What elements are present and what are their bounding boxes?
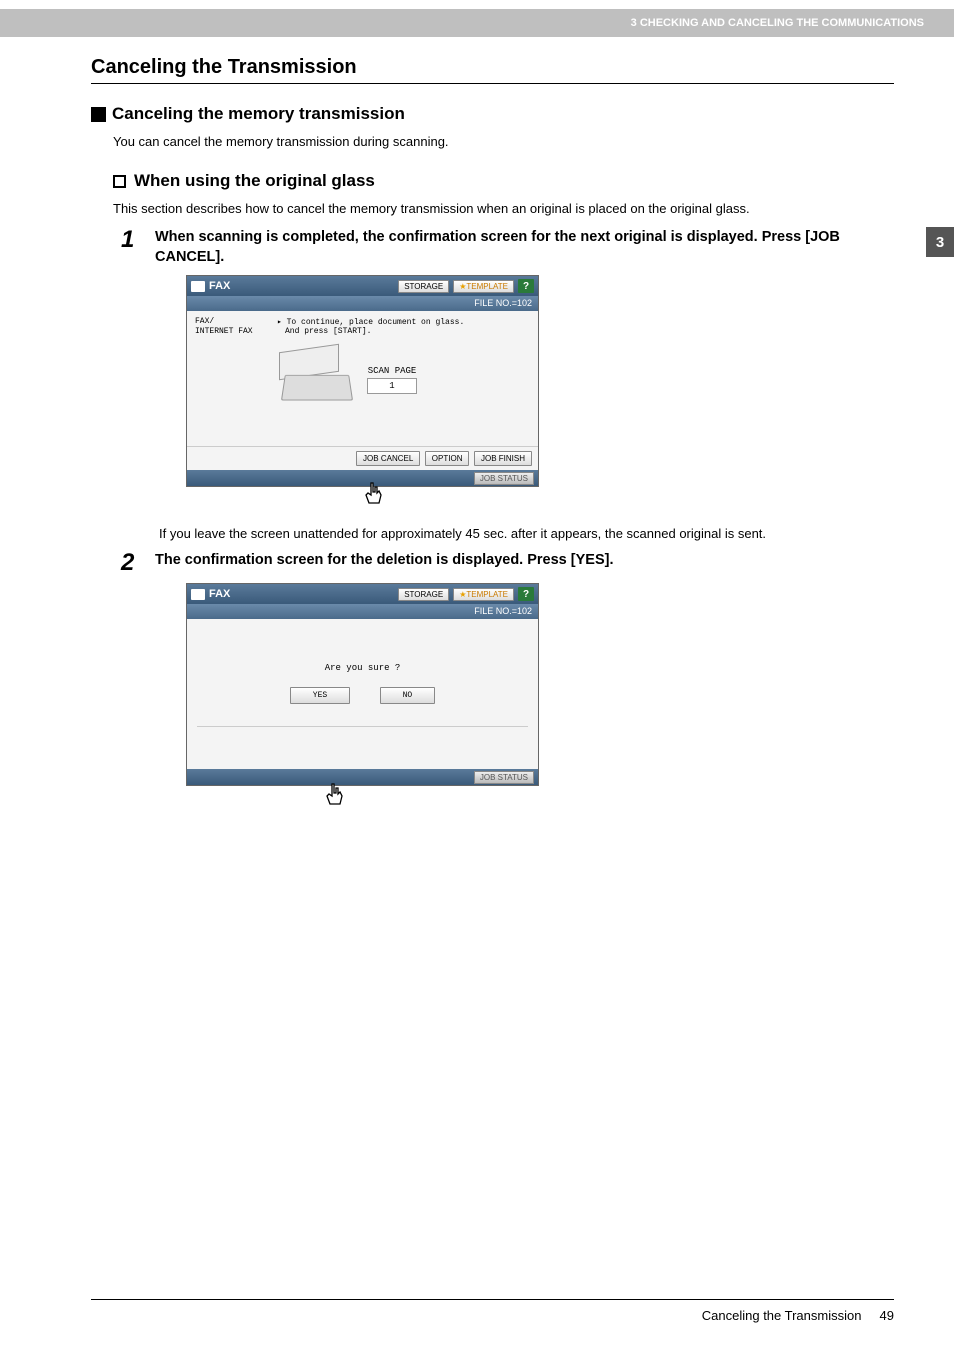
step-1: 1 When scanning is completed, the confir… [121, 228, 894, 267]
fax-button-row: JOB CANCEL OPTION JOB FINISH [187, 446, 538, 470]
pointer-cursor-icon [322, 782, 348, 812]
subsection-heading: Canceling the memory transmission [91, 104, 894, 124]
template-button[interactable]: ★TEMPLATE [453, 588, 514, 601]
yes-button[interactable]: YES [290, 687, 350, 704]
confirmation-buttons: YES NO [187, 687, 538, 704]
help-icon[interactable]: ? [518, 279, 534, 293]
step-1-note: If you leave the screen unattended for a… [159, 526, 894, 541]
confirmation-prompt: Are you sure ? [187, 663, 538, 673]
scan-page-value: 1 [367, 378, 417, 394]
fax-footer: JOB STATUS [187, 769, 538, 785]
side-chapter-tab: 3 [926, 227, 954, 257]
job-finish-button[interactable]: JOB FINISH [474, 451, 532, 466]
option-button[interactable]: OPTION [425, 451, 470, 466]
no-button[interactable]: NO [380, 687, 436, 704]
square-bullet-icon [91, 107, 106, 122]
subsub-heading: When using the original glass [113, 171, 894, 191]
fax-header: FAX STORAGE ★TEMPLATE ? [187, 276, 538, 296]
fax-screen-1: FAX STORAGE ★TEMPLATE ? FILE NO.=102 FAX… [186, 275, 539, 487]
pointer-cursor-icon [361, 481, 387, 511]
step-number: 1 [121, 228, 141, 252]
page-footer: Canceling the Transmission 49 [91, 1299, 894, 1323]
divider [197, 726, 528, 746]
fax-mode-label: FAX/ INTERNET FAX [195, 317, 265, 440]
job-status-button[interactable]: JOB STATUS [474, 472, 534, 485]
section-title: Canceling the Transmission [91, 56, 894, 79]
job-cancel-button[interactable]: JOB CANCEL [356, 451, 420, 466]
file-number-bar: FILE NO.=102 [187, 296, 538, 311]
screenshot-2: FAX STORAGE ★TEMPLATE ? FILE NO.=102 Are… [186, 583, 894, 817]
file-number-bar: FILE NO.=102 [187, 604, 538, 619]
screenshot-1: FAX STORAGE ★TEMPLATE ? FILE NO.=102 FAX… [186, 275, 894, 516]
step-number: 2 [121, 551, 141, 575]
fax-screen-2: FAX STORAGE ★TEMPLATE ? FILE NO.=102 Are… [186, 583, 539, 786]
fax-title: FAX [191, 588, 394, 600]
storage-button[interactable]: STORAGE [398, 280, 449, 293]
fax-header: FAX STORAGE ★TEMPLATE ? [187, 584, 538, 604]
fax-icon [191, 281, 205, 292]
hollow-square-icon [113, 175, 126, 188]
fax-title: FAX [191, 280, 394, 292]
storage-button[interactable]: STORAGE [398, 588, 449, 601]
scanner-icon [277, 346, 357, 401]
section-rule [91, 83, 894, 84]
subsection-body: You can cancel the memory transmission d… [113, 134, 894, 149]
job-status-button[interactable]: JOB STATUS [474, 771, 534, 784]
help-icon[interactable]: ? [518, 587, 534, 601]
chapter-header-bar: 3 CHECKING AND CANCELING THE COMMUNICATI… [0, 9, 954, 37]
fax-body: FAX/ INTERNET FAX ▸ To continue, place d… [187, 311, 538, 446]
scan-page-box: SCAN PAGE 1 [367, 366, 417, 394]
subsub-intro: This section describes how to cancel the… [113, 201, 894, 216]
footer-title: Canceling the Transmission [702, 1308, 862, 1323]
chapter-title: 3 CHECKING AND CANCELING THE COMMUNICATI… [631, 17, 924, 29]
step-2: 2 The confirmation screen for the deleti… [121, 551, 894, 575]
page-number: 49 [880, 1308, 894, 1323]
template-button[interactable]: ★TEMPLATE [453, 280, 514, 293]
fax-icon [191, 589, 205, 600]
step-text: When scanning is completed, the confirma… [155, 228, 894, 267]
confirmation-body: Are you sure ? YES NO [187, 619, 538, 769]
page-body: Canceling the Transmission Canceling the… [91, 56, 894, 827]
step-text: The confirmation screen for the deletion… [155, 551, 894, 571]
